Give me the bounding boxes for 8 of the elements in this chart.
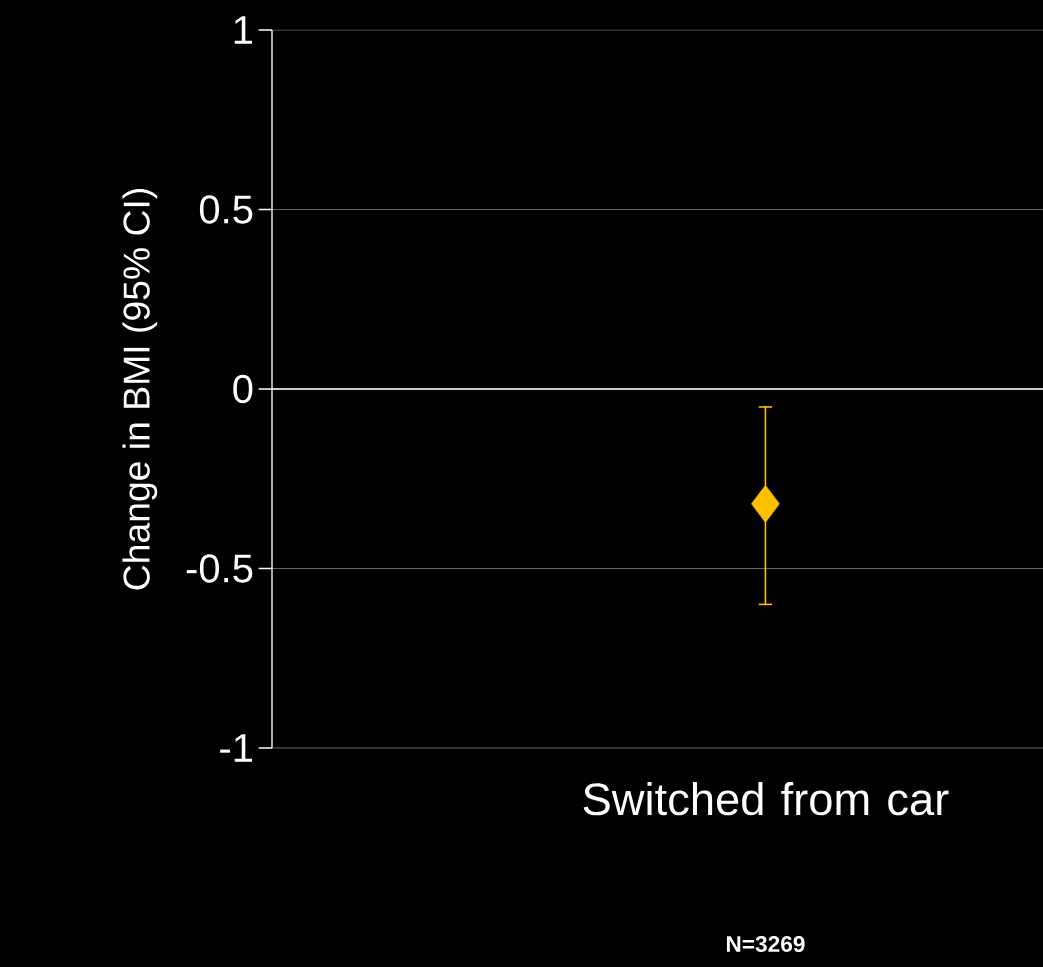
y-tick-label: 0 — [233, 374, 253, 404]
y-axis-title: Change in BMI (95% CI) — [122, 189, 158, 590]
text: N=3269 — [726, 935, 805, 953]
y-tick-label: 1 — [234, 16, 253, 44]
y-tick-label: -0.5 — [186, 554, 253, 583]
y-tick-label: 0.5 — [199, 195, 253, 224]
y-tick-label: -1 — [220, 734, 253, 762]
x-tick-label: Switched from car — [583, 782, 949, 816]
